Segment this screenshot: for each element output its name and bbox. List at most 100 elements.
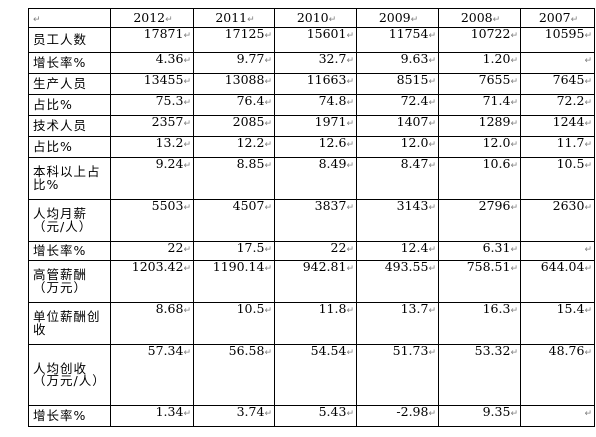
cell-end-mark: ↵ (346, 245, 354, 255)
value-cell-text: 54.54 (310, 344, 347, 358)
value-cell-text: 3.74 (236, 405, 265, 419)
value-cell: 3837↵ (274, 199, 357, 242)
value-cell-text: 5.43 (318, 405, 347, 419)
value-cell-text: 10.6 (482, 157, 511, 171)
value-cell: 76.4↵ (193, 94, 275, 116)
value-cell: 5503↵ (110, 199, 194, 242)
value-cell-text: 1203.42 (131, 260, 184, 274)
value-cell: 17871↵ (110, 27, 194, 53)
value-cell-text: 11663 (306, 73, 347, 87)
cell-end-mark: ↵ (428, 203, 436, 213)
value-cell-text: 2357 (151, 115, 184, 129)
cell-end-mark: ↵ (346, 264, 354, 274)
cell-end-mark: ↵ (510, 140, 518, 150)
row-label-cell-text: 技术人员 (33, 117, 88, 133)
value-cell-text: 8.85 (236, 157, 265, 171)
value-cell: 54.54↵ (274, 344, 357, 406)
value-cell: 48.76↵ (520, 344, 595, 406)
value-cell: ↵ (520, 241, 595, 261)
value-cell-text: 9.63 (400, 52, 429, 66)
cell-end-mark: ↵ (510, 264, 518, 274)
row-label-cell-text: 员工人数 (33, 31, 88, 47)
value-cell: 16.3↵ (438, 302, 521, 345)
value-cell: 8.49↵ (274, 157, 357, 200)
cell-end-mark: ↵ (346, 98, 354, 108)
cell-end-mark: ↵ (183, 77, 191, 87)
cell-end-mark: ↵ (584, 264, 592, 274)
cell-end-mark: ↵ (428, 306, 436, 316)
year-header-cell-text: 2009 (378, 9, 411, 25)
value-cell-text: 10.5 (556, 157, 585, 171)
table-header-row: ↵ 2012↵ 2011↵ 2010↵ 2009↵ 2008↵ 2007↵ (28, 8, 595, 28)
year-header-cell: 2012↵ (110, 8, 194, 28)
value-cell: 2085↵ (193, 115, 275, 137)
cell-end-mark: ↵ (492, 14, 501, 25)
value-cell: 644.04↵ (520, 260, 595, 303)
value-cell-text: 644.04 (540, 260, 585, 274)
table-row: 高管薪酬（万元） 1203.42↵ 1190.14↵ 942.81↵ 493.55↵ 75… (28, 260, 595, 303)
cell-end-mark: ↵ (584, 119, 592, 129)
value-cell: 942.81↵ (274, 260, 357, 303)
value-cell: 493.55↵ (356, 260, 439, 303)
value-cell: 11663↵ (274, 73, 357, 95)
value-cell: 57.34↵ (110, 344, 194, 406)
year-header-cell-text: 2008 (460, 9, 493, 25)
cell-end-mark: ↵ (183, 203, 191, 213)
value-cell-text: 1407 (396, 115, 429, 129)
value-cell: 8.85↵ (193, 157, 275, 200)
value-cell-text: 71.4 (482, 94, 511, 108)
value-cell-text: 1.34 (155, 405, 184, 419)
header-corner-cell: ↵ (28, 8, 111, 28)
value-cell-text: 6.31 (482, 241, 511, 255)
row-label-cell: 生产人员 (28, 73, 111, 95)
cell-end-mark: ↵ (264, 306, 272, 316)
value-cell-text: 2796 (478, 199, 511, 213)
cell-end-mark: ↵ (346, 31, 354, 41)
year-header-cell: 2011↵ (193, 8, 275, 28)
value-cell: 75.3↵ (110, 94, 194, 116)
row-label-cell: 人均月薪（元/人） (28, 199, 111, 242)
value-cell: 13.2↵ (110, 136, 194, 158)
value-cell: 1289↵ (438, 115, 521, 137)
cell-end-mark: ↵ (183, 409, 191, 419)
value-cell-text: 1.20 (482, 52, 511, 66)
cell-end-mark: ↵ (183, 119, 191, 129)
value-cell-text: 13.7 (400, 302, 429, 316)
value-cell-text: 493.55 (384, 260, 429, 274)
cell-end-mark: ↵ (165, 14, 173, 25)
cell-end-mark: ↵ (510, 409, 518, 419)
cell-end-mark: ↵ (510, 161, 518, 171)
value-cell-text: 17.5 (236, 241, 265, 255)
value-cell-text: 8515 (396, 73, 429, 87)
value-cell: 8.68↵ (110, 302, 194, 345)
value-cell: 17125↵ (193, 27, 275, 53)
cell-end-mark: ↵ (346, 203, 354, 213)
value-cell-text: 1190.14 (212, 260, 265, 274)
row-label-cell: 单位薪酬创收 (28, 302, 111, 345)
row-label-cell-text: 本科以上占比% (33, 164, 101, 192)
cell-end-mark: ↵ (346, 77, 354, 87)
cell-end-mark: ↵ (510, 203, 518, 213)
cell-end-mark: ↵ (428, 98, 436, 108)
cell-end-mark: ↵ (584, 98, 592, 108)
value-cell: 6.31↵ (438, 241, 521, 261)
cell-end-mark: ↵ (183, 306, 191, 316)
value-cell: ↵ (520, 405, 595, 427)
table-row: 增长率% 4.36↵ 9.77↵ 32.7↵ 9.63↵ 1.20↵ ↵ (28, 52, 595, 74)
value-cell: 11.8↵ (274, 302, 357, 345)
table-row: 占比% 13.2↵ 12.2↵ 12.6↵ 12.0↵ 12.0↵ 11.7↵ (28, 136, 595, 158)
value-cell: 13.7↵ (356, 302, 439, 345)
value-cell: 4507↵ (193, 199, 275, 242)
row-label-cell: 高管薪酬（万元） (28, 260, 111, 303)
value-cell: 8515↵ (356, 73, 439, 95)
cell-end-mark: ↵ (428, 245, 436, 255)
cell-end-mark: ↵ (264, 31, 272, 41)
value-cell: 72.4↵ (356, 94, 439, 116)
row-label-cell: 人均创收（万元/人） (28, 344, 111, 406)
value-cell-text: 51.73 (392, 344, 429, 358)
row-label-cell: 增长率% (28, 405, 111, 427)
value-cell-text: 22 (330, 241, 347, 255)
cell-end-mark: ↵ (264, 264, 272, 274)
value-cell-text: 72.2 (556, 94, 585, 108)
value-cell: 12.6↵ (274, 136, 357, 158)
